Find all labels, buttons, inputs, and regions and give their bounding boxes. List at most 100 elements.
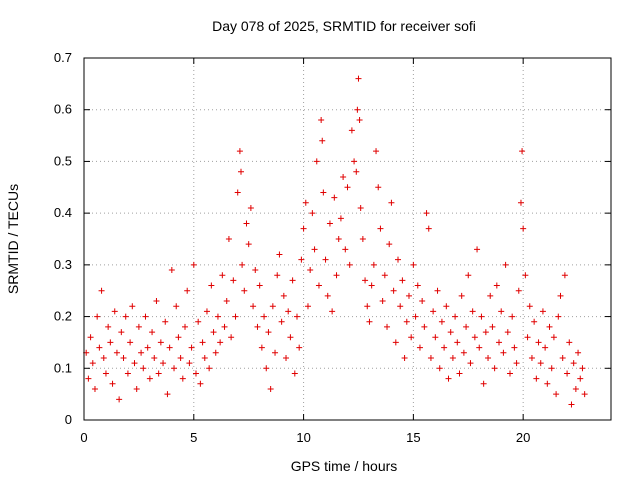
data-point (570, 360, 577, 367)
data-point (478, 313, 485, 320)
data-point (322, 256, 329, 263)
data-point (195, 318, 202, 325)
data-point (388, 199, 395, 206)
data-point (476, 344, 483, 351)
data-point (423, 210, 430, 217)
plot-frame (83, 57, 612, 421)
data-point (390, 287, 397, 294)
data-point (230, 277, 237, 284)
data-point (177, 354, 184, 361)
data-point (168, 267, 175, 274)
data-point (153, 298, 160, 305)
data-point (241, 287, 248, 294)
data-point (293, 313, 300, 320)
data-point (401, 354, 408, 361)
data-point (111, 308, 118, 315)
data-point (149, 329, 156, 336)
data-point (91, 385, 98, 392)
data-point (276, 251, 283, 258)
data-point (272, 349, 279, 356)
data-point (122, 313, 129, 320)
data-point (469, 308, 476, 315)
data-point (326, 220, 333, 227)
data-point (318, 117, 325, 124)
data-point (355, 75, 362, 82)
data-point (373, 148, 380, 155)
data-point (171, 365, 178, 372)
data-point (151, 354, 158, 361)
data-point (517, 199, 524, 206)
data-point (212, 349, 219, 356)
data-point (412, 313, 419, 320)
data-point (278, 318, 285, 325)
data-point (85, 375, 92, 382)
data-point (252, 267, 259, 274)
data-point (522, 272, 529, 279)
data-point (572, 385, 579, 392)
data-point (120, 354, 127, 361)
data-point (399, 277, 406, 284)
data-point (463, 323, 470, 330)
data-point (256, 282, 263, 289)
data-point (113, 349, 120, 356)
data-point (386, 241, 393, 248)
data-point (142, 313, 149, 320)
data-point (102, 370, 109, 377)
data-point (515, 287, 522, 294)
data-point (96, 344, 103, 351)
data-point (300, 225, 307, 232)
data-point (557, 292, 564, 299)
data-point (493, 282, 500, 289)
data-point (441, 344, 448, 351)
data-point (311, 246, 318, 253)
data-point (542, 344, 549, 351)
data-point (164, 391, 171, 398)
data-point (509, 313, 516, 320)
data-point (320, 189, 327, 196)
data-point (315, 282, 322, 289)
data-point (480, 380, 487, 387)
data-point (485, 354, 492, 361)
data-point (384, 323, 391, 330)
data-point (575, 349, 582, 356)
data-point (467, 360, 474, 367)
data-point (568, 401, 575, 408)
data-point (319, 137, 326, 144)
data-point (146, 375, 153, 382)
data-point (107, 339, 114, 346)
data-point (526, 303, 533, 310)
data-point (419, 298, 426, 305)
data-point (504, 329, 511, 336)
data-point (537, 360, 544, 367)
data-point (342, 246, 349, 253)
data-point (124, 370, 131, 377)
data-point (287, 334, 294, 341)
data-point (184, 287, 191, 294)
data-point (335, 236, 342, 242)
data-point (533, 375, 540, 382)
data-point (414, 282, 421, 289)
data-point (364, 303, 371, 310)
data-point (274, 272, 281, 279)
data-point (410, 261, 417, 268)
data-point (208, 282, 215, 289)
x-tick-label: 15 (406, 430, 420, 445)
data-point (157, 339, 164, 346)
y-tick-label: 0.7 (54, 50, 72, 65)
data-point (199, 339, 206, 346)
data-point (392, 339, 399, 346)
data-point (337, 215, 344, 222)
data-point (175, 334, 182, 341)
data-point (356, 117, 363, 124)
data-point (511, 344, 518, 351)
data-point (513, 360, 520, 367)
data-point (247, 204, 254, 211)
data-point (239, 261, 246, 268)
data-point (238, 168, 245, 175)
x-tick-label: 20 (516, 430, 530, 445)
data-point (269, 303, 276, 310)
data-point (265, 329, 272, 336)
data-point (377, 225, 384, 232)
data-point (254, 323, 261, 330)
data-point (458, 292, 465, 299)
